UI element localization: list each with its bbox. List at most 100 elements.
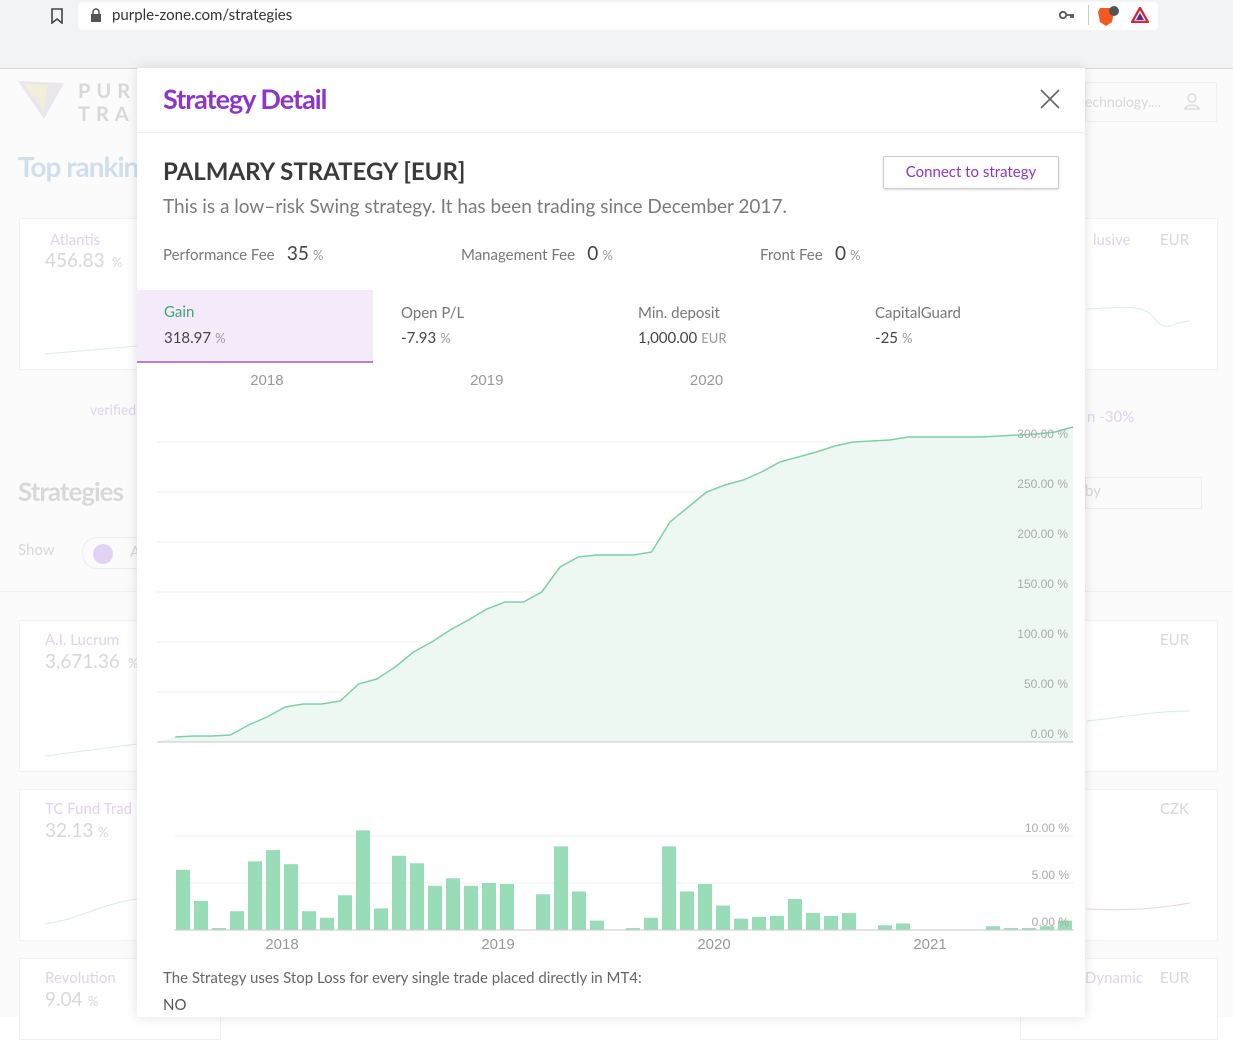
bar — [842, 913, 856, 930]
toggle-check — [93, 544, 113, 564]
extension-icon[interactable] — [1131, 7, 1149, 23]
x-tick-label: 2021 — [913, 936, 946, 953]
bar — [410, 863, 424, 930]
stat-label[interactable]: CapitalGuard — [875, 303, 961, 322]
close-button[interactable] — [1040, 89, 1060, 109]
y-tick-label: 100.00 % — [1017, 627, 1068, 641]
bar — [662, 846, 676, 930]
card-unit: % — [128, 655, 139, 671]
y-tick-label: 300.00 % — [1017, 427, 1068, 441]
stat-unit: % — [215, 330, 226, 346]
sort-text: by — [1085, 482, 1101, 500]
section-title: Top ranking — [18, 149, 153, 183]
x-tick-label: 2019 — [481, 936, 514, 953]
strategy-description: This is a low–risk Swing strategy. It ha… — [163, 195, 787, 218]
fee-value: 0 — [587, 242, 599, 265]
card-unit: % — [112, 254, 123, 270]
bar — [716, 905, 730, 930]
y-tick-label: 10.00 % — [1025, 821, 1069, 835]
bar — [788, 898, 802, 930]
url-field[interactable] — [78, 2, 1158, 30]
search-text: echnology.... — [1085, 93, 1162, 110]
card-name: Atlantis — [50, 231, 101, 249]
sort-select[interactable] — [1085, 477, 1202, 509]
bar — [824, 915, 838, 930]
brave-icon[interactable] — [1097, 5, 1123, 27]
bar — [1004, 928, 1018, 930]
url-text: purple-zone.com/strategies — [112, 6, 293, 24]
y-tick-label: 0.00 % — [1031, 727, 1069, 741]
bar — [374, 908, 388, 930]
bar — [320, 917, 334, 930]
logo-text: TRA — [78, 102, 135, 126]
bar — [446, 878, 460, 930]
search-box[interactable] — [1085, 82, 1217, 122]
verified-text: verified — [90, 401, 137, 418]
stat-label[interactable]: Min. deposit — [638, 303, 720, 322]
stat-unit: % — [440, 330, 451, 346]
card-name: Revolution — [45, 969, 116, 987]
y-tick-label: 200.00 % — [1017, 527, 1068, 541]
stat-unit: EUR — [701, 330, 727, 346]
bar — [734, 918, 748, 930]
bar — [770, 915, 784, 930]
bar — [626, 928, 640, 930]
card-unit: % — [88, 993, 99, 1009]
bar — [230, 911, 244, 930]
bar — [482, 883, 496, 930]
stat-tab-active[interactable] — [137, 290, 373, 363]
bar — [1040, 926, 1054, 930]
stat-value: -7.93 — [401, 329, 437, 347]
stop-loss-answer: NO — [163, 996, 187, 1014]
x-tick-label: 2018 — [250, 372, 283, 389]
user-icon[interactable] — [1184, 93, 1200, 110]
card-currency: CZK — [1160, 800, 1189, 818]
section-title: Strategies — [18, 475, 124, 507]
stat-label: Gain — [164, 303, 195, 321]
fee-label: Management Fee — [461, 246, 575, 264]
card-currency: EUR — [1160, 969, 1190, 987]
connect-button[interactable]: Connect to strategy — [883, 156, 1059, 189]
header-divider — [137, 132, 1085, 133]
separator — [1088, 5, 1089, 25]
card-unit: % — [98, 824, 109, 840]
key-icon[interactable] — [1059, 9, 1075, 21]
fee-item: Performance Fee 35 % — [163, 242, 323, 265]
line — [175, 426, 1074, 738]
bar — [1058, 920, 1072, 930]
show-label: Show — [18, 541, 55, 559]
bar — [986, 926, 1000, 930]
stat-value-row: 318.97 % — [164, 328, 226, 347]
bar — [644, 917, 658, 930]
stat-value: 318.97 — [164, 329, 212, 347]
card-value: 456.83 — [45, 249, 105, 272]
stat-label[interactable]: Open P/L — [401, 303, 464, 322]
bar — [536, 894, 550, 930]
stat-value-row: 1,000.00 EUR — [638, 328, 726, 347]
logo-text: PUR — [78, 79, 137, 103]
bar — [1022, 928, 1036, 930]
fee-label: Front Fee — [760, 246, 823, 264]
stat-label-text: Open P/L — [401, 304, 465, 322]
bar — [356, 830, 370, 930]
card-sparklines — [44, 345, 138, 925]
bar — [266, 850, 280, 930]
bar — [194, 900, 208, 930]
browser-bar: purple-zone.com/strategies — [0, 0, 1233, 69]
bar — [212, 928, 226, 930]
stat-label-text: Min. deposit — [638, 304, 720, 322]
show-option: A — [130, 543, 141, 561]
charts: 0.00 % 50.00 % 100.00 % 150.00 % 200.00 % 250… — [157, 372, 1074, 953]
bookmark-icon[interactable] — [50, 8, 64, 24]
x-tick-label: 2018 — [265, 936, 298, 953]
fee-item: Management Fee 0 % — [461, 242, 613, 265]
stat-label-text: CapitalGuard — [875, 304, 961, 322]
bar — [428, 885, 442, 930]
card-name: Dynamic — [1085, 969, 1144, 987]
card-value: 3,671.36 — [45, 650, 120, 673]
x-tick-label: 2020 — [690, 372, 723, 389]
fee-unit: % — [313, 247, 324, 263]
lock-icon — [91, 8, 101, 22]
bar — [590, 920, 604, 930]
note-text: n -30% — [1087, 408, 1135, 426]
